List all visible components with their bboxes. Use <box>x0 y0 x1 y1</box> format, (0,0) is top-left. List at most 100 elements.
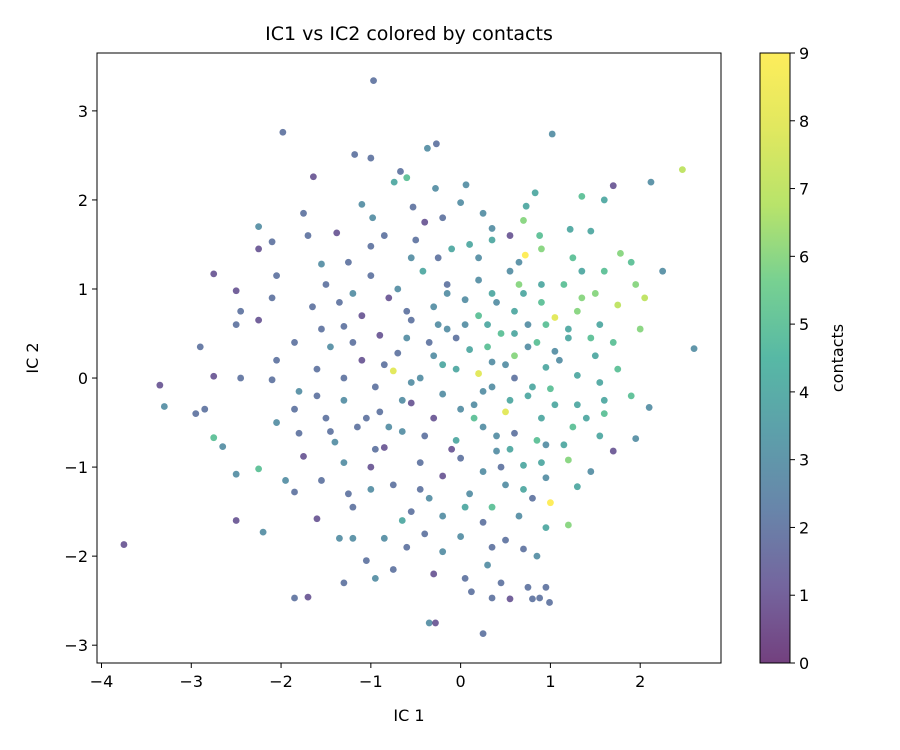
scatter-point <box>564 456 572 464</box>
scatter-point <box>493 298 500 306</box>
scatter-point <box>196 343 204 351</box>
scatter-point <box>542 474 550 482</box>
scatter-point <box>511 352 518 360</box>
scatter-point <box>333 229 341 237</box>
scatter-point <box>569 423 577 431</box>
scatter-point <box>548 130 556 138</box>
scatter-point <box>409 203 417 211</box>
scatter-point <box>273 419 280 426</box>
scatter-point <box>542 583 550 591</box>
scatter-point <box>397 168 404 175</box>
scatter-point <box>521 251 529 259</box>
scatter-point <box>424 144 431 152</box>
scatter-point <box>340 579 348 587</box>
scatter-point <box>430 352 438 360</box>
x-tick-label: 2 <box>635 672 645 691</box>
scatter-point <box>344 490 352 498</box>
scatter-point <box>295 387 303 395</box>
scatter-point <box>268 376 276 384</box>
scatter-point <box>367 463 375 471</box>
scatter-point <box>690 345 698 353</box>
scatter-point <box>398 517 406 524</box>
scatter-point <box>452 436 460 444</box>
scatter-point <box>210 270 218 278</box>
scatter-point <box>484 343 491 351</box>
scatter-point <box>488 290 496 297</box>
scatter-point <box>232 321 240 329</box>
scatter-point <box>407 316 415 324</box>
scatter-point <box>313 515 321 523</box>
scatter-point <box>349 534 357 542</box>
y-tick-label: 1 <box>78 280 88 299</box>
scatter-point <box>488 358 496 366</box>
scatter-point <box>282 477 289 484</box>
scatter-point <box>327 428 334 435</box>
scatter-point <box>582 414 590 422</box>
scatter-point <box>522 202 530 210</box>
scatter-point <box>596 321 604 329</box>
scatter-point <box>434 254 442 262</box>
scatter-point <box>304 232 312 239</box>
scatter-point <box>407 399 415 407</box>
scatter-point <box>493 432 500 440</box>
scatter-point <box>515 281 523 288</box>
colorbar-label: contacts <box>828 324 847 392</box>
scatter-point <box>318 325 325 333</box>
scatter-point <box>542 321 550 329</box>
scatter-point <box>380 232 388 239</box>
scatter-point <box>304 593 312 601</box>
scatter-point <box>380 534 388 542</box>
scatter-point <box>538 459 545 467</box>
scatter-point <box>452 334 460 342</box>
scatter-point <box>232 517 240 524</box>
y-tick-label: −1 <box>64 458 88 477</box>
scatter-point <box>542 441 550 449</box>
scatter-point <box>479 387 487 395</box>
colorbar-tick-label: 9 <box>799 44 809 63</box>
scatter-point <box>524 343 532 351</box>
scatter-point <box>468 588 475 596</box>
scatter-point <box>425 494 433 502</box>
scatter-point <box>506 396 514 404</box>
scatter-point <box>511 429 518 437</box>
y-tick-label: −2 <box>64 547 88 566</box>
scatter-point <box>358 356 366 364</box>
scatter-point <box>462 181 470 189</box>
scatter-point <box>309 303 316 311</box>
colorbar-tick-label: 3 <box>799 451 809 470</box>
colorbar-ticks: 0 1 2 3 4 5 6 7 8 9 <box>790 44 809 673</box>
scatter-point <box>493 447 500 455</box>
scatter-point <box>457 199 465 207</box>
scatter-point <box>336 298 343 306</box>
scatter-point <box>617 249 624 257</box>
scatter-point <box>466 241 474 248</box>
scatter-point <box>470 414 478 422</box>
scatter-point <box>390 178 398 186</box>
scatter-point <box>160 403 168 410</box>
scatter-point <box>291 594 298 602</box>
scatter-point <box>524 392 532 400</box>
x-tick-label: −1 <box>359 672 383 691</box>
scatter-point <box>210 372 218 380</box>
scatter-point <box>416 485 424 493</box>
scatter-point <box>475 370 482 377</box>
scatter-point <box>511 330 518 337</box>
scatter-point <box>380 361 388 369</box>
scatter-point <box>596 379 604 386</box>
scatter-point <box>506 267 514 275</box>
scatter-point <box>578 294 586 302</box>
scatter-point <box>237 307 245 315</box>
scatter-point <box>538 298 545 306</box>
colorbar-frame <box>759 52 791 664</box>
scatter-point <box>237 374 245 382</box>
scatter-point <box>371 445 379 453</box>
scatter-point <box>647 178 655 186</box>
scatter-point <box>627 258 635 266</box>
x-tick-label: −2 <box>269 672 293 691</box>
scatter-point <box>600 267 608 275</box>
scatter-point <box>416 374 424 382</box>
colorbar-tick-label: 6 <box>799 247 809 266</box>
scatter-point <box>412 236 420 244</box>
scatter-point <box>232 470 240 478</box>
scatter-point <box>488 383 496 391</box>
